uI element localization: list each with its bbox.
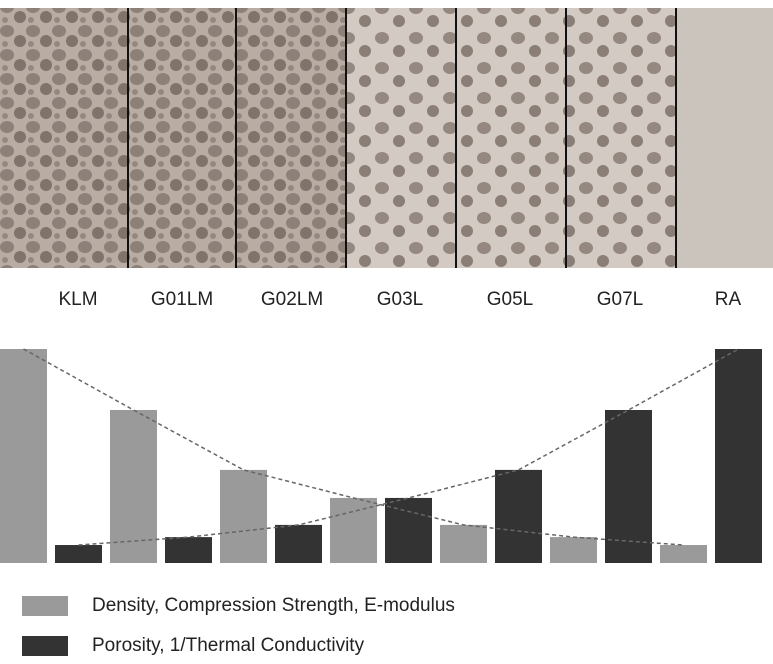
category-label: KLM [58,289,97,310]
category-label: G02LM [261,289,323,310]
category-label: RA [715,289,742,310]
bar [275,525,322,563]
bar [660,545,707,563]
bar [165,537,212,563]
category-label: G01LM [151,289,213,310]
legend-swatch [22,636,68,656]
bar [495,470,542,563]
bar [715,349,762,563]
legend-swatch [22,596,68,616]
specimen-photo [0,8,773,268]
legend-label: Porosity, 1/Thermal Conductivity [92,635,365,656]
bar [55,545,102,563]
bar [605,410,652,563]
bar [0,349,47,563]
bar [550,537,597,563]
category-label: G03L [377,289,423,310]
category-label: G05L [487,289,533,310]
legend-label: Density, Compression Strength, E-modulus [92,595,455,616]
bar [220,470,267,563]
figure: KLM G01LM G02LM G03L G05L G07L RA Density, Comp… [0,0,773,659]
bar [385,498,432,563]
bar [440,525,487,563]
category-label: G07L [597,289,643,310]
